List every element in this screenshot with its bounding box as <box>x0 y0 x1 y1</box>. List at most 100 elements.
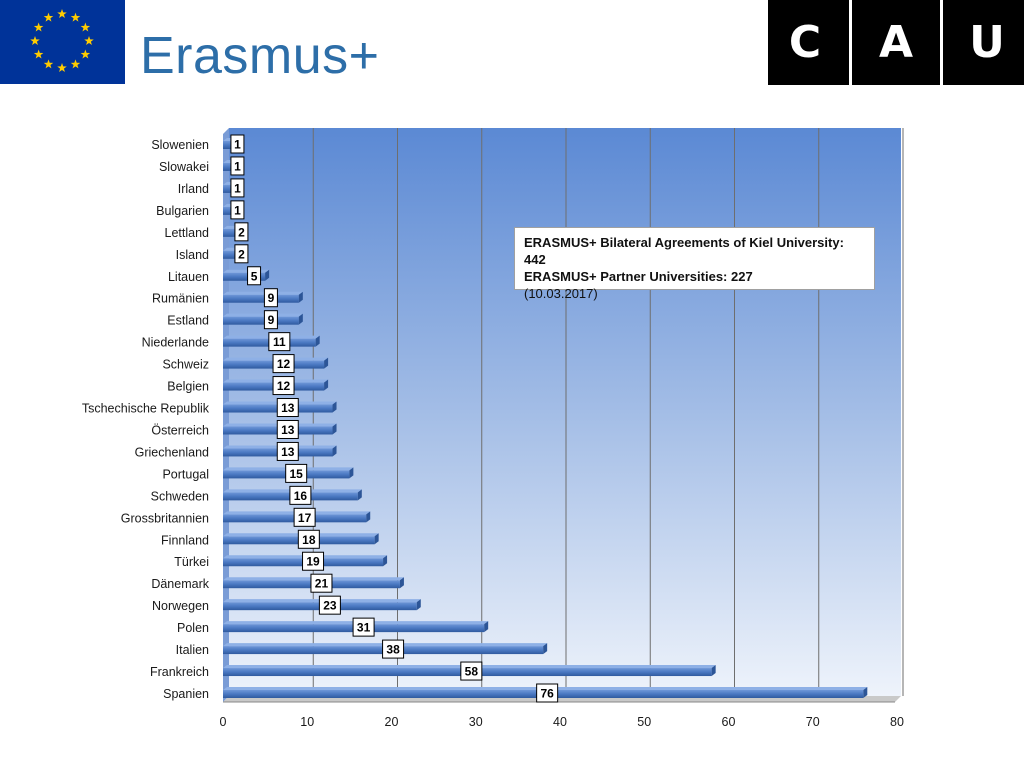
cau-letter-c: C <box>788 17 822 68</box>
cau-logo: C A U <box>768 0 1024 85</box>
data-label: 13 <box>276 419 299 439</box>
category-label: Italien <box>176 643 209 657</box>
eu-star-icon <box>43 12 54 22</box>
bar-end <box>366 511 371 523</box>
data-label-box <box>276 419 299 439</box>
category-label: Island <box>176 248 209 262</box>
category-label: Dänemark <box>151 577 209 591</box>
bar-end <box>543 643 548 655</box>
data-label: 1 <box>230 178 245 198</box>
cau-letter-u: U <box>969 17 1005 68</box>
category-label: Norwegen <box>152 599 209 613</box>
category-label: Tschechische Republik <box>82 402 210 416</box>
data-label: 58 <box>460 661 483 681</box>
category-label: Portugal <box>162 467 209 481</box>
category-label: Slowakei <box>159 160 209 174</box>
data-label-box <box>318 595 341 615</box>
x-tick-label: 20 <box>385 715 399 729</box>
category-label: Schweden <box>151 489 209 503</box>
info-partners: ERASMUS+ Partner Universities: 227 <box>524 269 753 284</box>
bar-end <box>298 313 303 325</box>
data-label-box <box>289 485 312 505</box>
data-label-value: 13 <box>281 423 295 437</box>
data-label: 1 <box>230 200 245 220</box>
bar-end <box>315 335 320 347</box>
data-label: 9 <box>263 288 278 308</box>
data-label-box <box>234 244 249 264</box>
bar <box>223 228 240 237</box>
data-label: 31 <box>352 617 375 637</box>
data-label-value: 76 <box>540 687 554 701</box>
data-label-value: 31 <box>357 621 371 635</box>
x-tick-label: 40 <box>553 715 567 729</box>
bar-end <box>416 599 421 611</box>
category-label: Türkei <box>174 555 209 569</box>
data-label-value: 2 <box>238 247 245 261</box>
data-label: 23 <box>318 595 341 615</box>
data-label-value: 11 <box>273 335 286 349</box>
category-label: Grossbritannien <box>121 511 209 525</box>
x-tick-label: 70 <box>806 715 820 729</box>
bar <box>223 141 232 149</box>
data-label-box <box>276 441 299 461</box>
data-label: 19 <box>302 551 325 571</box>
bar-top <box>223 291 303 295</box>
data-label-box <box>247 266 262 286</box>
category-label: Irland <box>178 182 209 196</box>
eu-star-icon <box>33 22 44 32</box>
cau-letter-a: A <box>878 17 914 68</box>
eu-star-icon <box>70 59 81 69</box>
data-label-box <box>230 156 245 176</box>
bar-top <box>223 313 303 317</box>
bar <box>223 162 232 171</box>
data-label-value: 13 <box>281 445 295 459</box>
bar-end <box>265 269 270 281</box>
data-label: 18 <box>297 529 320 549</box>
bar-end <box>711 665 716 677</box>
data-label-box <box>302 551 325 571</box>
info-agreements: ERASMUS+ Bilateral Agreements of Kiel Un… <box>524 235 844 267</box>
data-label-value: 18 <box>302 533 316 547</box>
eu-star-icon <box>57 63 67 73</box>
category-label: Schweiz <box>162 358 209 372</box>
data-label: 1 <box>230 156 245 176</box>
data-label-value: 1 <box>234 203 241 217</box>
category-label: Niederlande <box>142 336 209 350</box>
data-label: 11 <box>268 332 291 352</box>
data-label-box <box>268 332 291 352</box>
category-label: Lettland <box>165 226 210 240</box>
data-label-value: 12 <box>277 357 291 371</box>
bar-end <box>383 555 388 567</box>
data-label-value: 5 <box>251 269 258 283</box>
category-label: Bulgarien <box>156 204 209 218</box>
x-tick-label: 50 <box>637 715 651 729</box>
info-date: (10.03.2017) <box>524 286 598 301</box>
data-label-value: 58 <box>465 665 479 679</box>
bar-end <box>484 621 489 633</box>
category-label: Griechenland <box>135 445 209 459</box>
data-label-box <box>263 288 278 308</box>
bar <box>223 272 266 281</box>
data-label-value: 1 <box>234 138 241 152</box>
eu-star-icon <box>70 12 81 22</box>
bar-end <box>298 291 303 303</box>
cau-divider <box>849 0 852 85</box>
data-label-value: 12 <box>277 379 291 393</box>
category-label: Österreich <box>151 423 209 437</box>
bar <box>223 316 299 325</box>
data-label: 16 <box>289 485 312 505</box>
category-label: Polen <box>177 621 209 635</box>
eu-flag-logo <box>0 0 125 84</box>
data-label-value: 23 <box>323 599 337 613</box>
category-label: Belgien <box>167 380 209 394</box>
data-label-box <box>230 134 245 154</box>
bar-end <box>324 379 329 391</box>
x-tick-label: 10 <box>300 715 314 729</box>
data-label: 13 <box>276 441 299 461</box>
info-box: ERASMUS+ Bilateral Agreements of Kiel Un… <box>514 227 875 301</box>
data-label-box <box>263 310 278 330</box>
data-label-box <box>276 398 299 418</box>
data-label-box <box>285 463 308 483</box>
category-label: Finnland <box>161 533 209 547</box>
data-label-value: 16 <box>294 489 308 503</box>
